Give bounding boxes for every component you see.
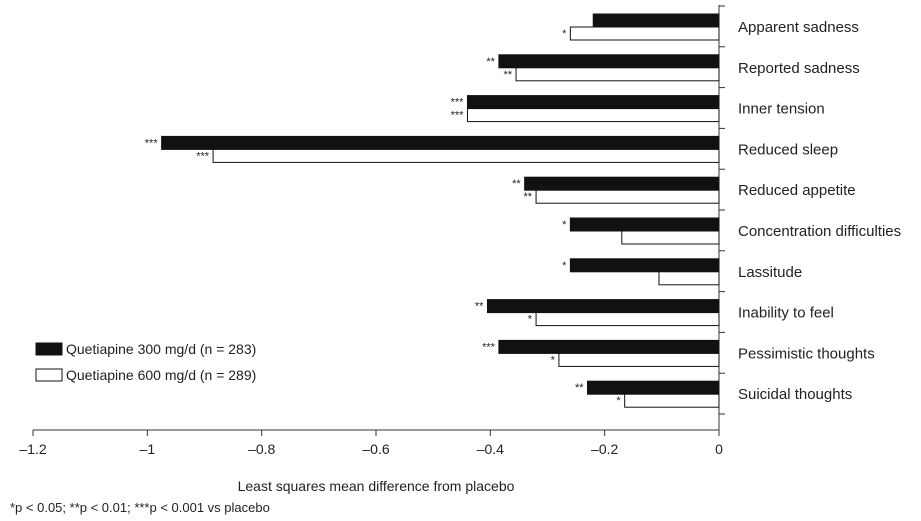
legend-swatch [35,368,63,382]
significance-label: ** [486,56,495,68]
bar-q600 [535,312,720,327]
significance-label: * [528,314,533,326]
bar-q300 [569,217,720,232]
bar-q300 [587,380,720,395]
category-label: Pessimistic thoughts [738,345,875,362]
footnote: *p < 0.05; **p < 0.01; ***p < 0.001 vs p… [10,500,270,515]
bar-q300 [524,176,720,191]
significance-label: * [551,354,556,366]
x-tick-label: 0 [715,441,723,457]
bar-q600 [212,148,720,163]
significance-label: *** [196,150,210,162]
significance-label: * [562,260,567,272]
bar-q600 [515,67,720,82]
x-tick-label: –0.4 [477,441,504,457]
significance-label: * [616,395,621,407]
significance-label: ** [524,191,533,203]
bar-q600 [535,189,720,204]
significance-label: ** [575,382,584,394]
significance-label: * [562,28,567,40]
bar-q600 [466,108,720,123]
category-label: Inability to feel [738,305,834,322]
category-label: Concentration difficulties [738,223,901,240]
bar-q300 [486,299,720,314]
significance-label: *** [145,137,159,149]
significance-label: *** [482,341,496,353]
bar-q300 [592,13,720,28]
bar-q600 [558,352,720,367]
legend-swatch [35,342,63,356]
x-tick-label: –0.6 [362,441,389,457]
legend-label: Quetiapine 300 mg/d (n = 283) [66,341,256,357]
category-label: Inner tension [738,101,825,118]
x-tick-label: –0.8 [248,441,275,457]
bar-q300 [498,339,720,354]
x-tick-label: –1.2 [19,441,46,457]
category-label: Apparent sadness [738,19,859,36]
significance-label: ** [503,69,512,81]
significance-label: * [562,219,567,231]
significance-label: ** [475,301,484,313]
bar-q600 [621,230,720,245]
significance-label: ** [512,178,521,190]
category-label: Suicidal thoughts [738,386,852,403]
category-label: Lassitude [738,264,802,281]
legend-label: Quetiapine 600 mg/d (n = 289) [66,367,256,383]
bar-q600 [658,271,720,286]
category-label: Reduced appetite [738,182,856,199]
x-tick-label: –0.2 [591,441,618,457]
x-axis-label: Least squares mean difference from place… [238,478,515,494]
bar-q600 [569,26,720,41]
bar-q300 [569,258,720,273]
bar-q300 [466,95,720,110]
significance-label: *** [451,97,465,109]
bar-q300 [161,135,720,150]
category-label: Reported sadness [738,60,860,77]
bar-q300 [498,54,720,69]
significance-label: *** [451,110,465,122]
category-label: Reduced sleep [738,141,838,158]
bar-q600 [624,393,720,408]
x-tick-label: –1 [140,441,156,457]
